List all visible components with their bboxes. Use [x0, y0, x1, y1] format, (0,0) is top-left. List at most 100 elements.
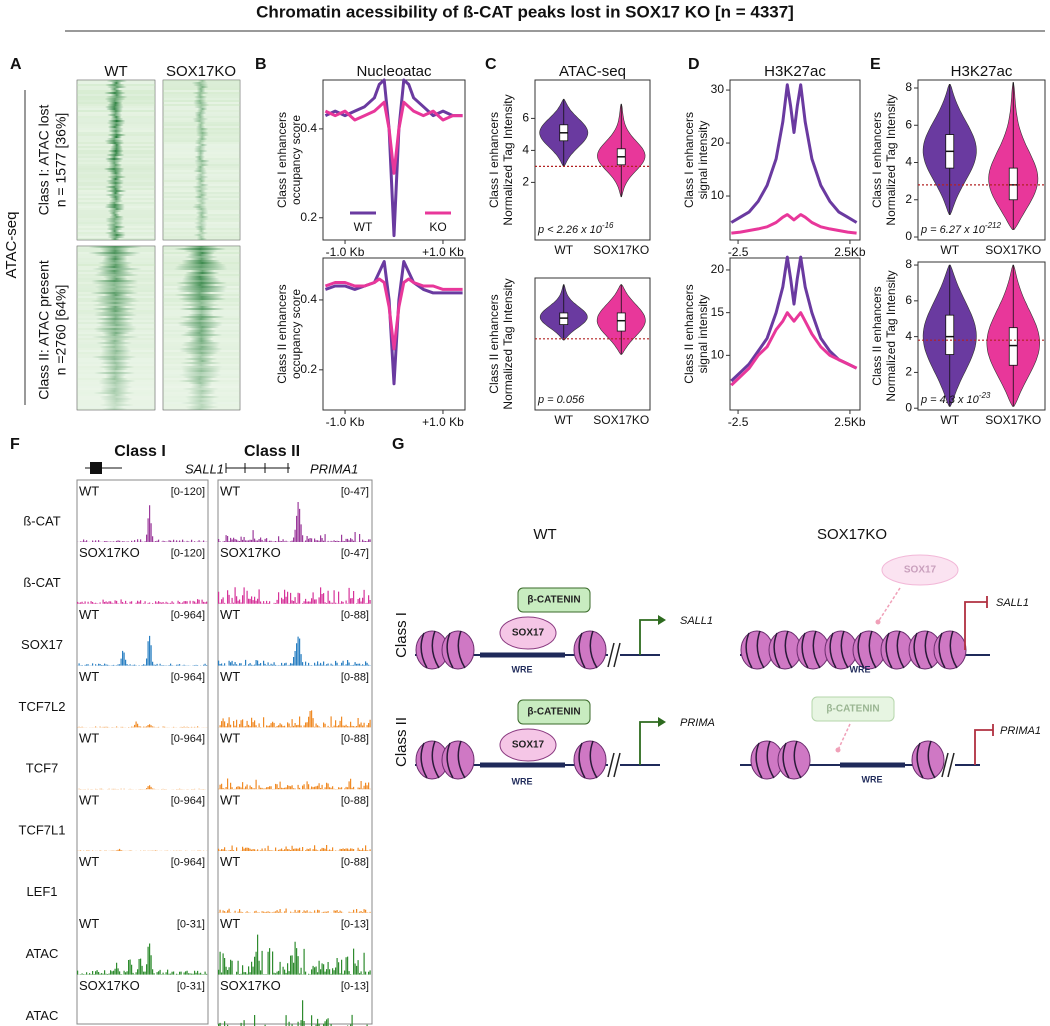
plot-frame	[534, 79, 651, 241]
heatmap-signal	[106, 154, 125, 156]
dna-wrap	[857, 630, 877, 669]
heatmap-signal	[101, 384, 130, 386]
heatmap-signal	[101, 320, 129, 322]
heatmap-signal	[109, 230, 120, 232]
panel-letter: A	[10, 56, 22, 73]
heatmap-signal	[95, 322, 133, 324]
panel-title: H3K27ac	[951, 63, 1013, 80]
heatmap-signal	[189, 336, 214, 338]
signal-track	[218, 908, 372, 913]
heatmap-signal	[179, 308, 225, 310]
heatmap-signal	[181, 300, 218, 302]
y-tick-label: 10	[711, 188, 725, 202]
plot-frame	[917, 79, 1046, 241]
heatmap-signal	[105, 158, 124, 160]
heatmap-signal	[186, 408, 214, 410]
heatmap-signal	[191, 82, 208, 84]
heatmap-signal	[189, 328, 213, 330]
heatmap-signal	[194, 190, 206, 192]
heatmap-signal	[197, 236, 206, 238]
heatmap-signal	[103, 256, 128, 258]
heatmap-signal	[194, 156, 205, 158]
y-tick-label: 4	[905, 329, 912, 343]
heatmap-signal	[94, 312, 135, 314]
assay-label: ATAC-seq	[3, 212, 20, 279]
range-label: [0-31]	[177, 919, 205, 931]
heatmap-signal	[191, 384, 212, 386]
range-label: [0-120]	[171, 548, 205, 560]
heatmap-signal	[194, 142, 205, 144]
heatmap-signal	[193, 148, 206, 150]
heatmap-signal	[195, 140, 207, 142]
x-tick-label: SOX17KO	[985, 243, 1041, 257]
heatmap-signal	[173, 268, 228, 270]
heatmap-signal	[190, 338, 212, 340]
dna-wrap	[885, 630, 905, 669]
heatmap-signal	[197, 202, 207, 204]
heatmap-signal	[101, 332, 131, 334]
heatmap-signal	[105, 406, 124, 408]
range-label: [0-964]	[171, 795, 205, 807]
heatmap-signal	[182, 388, 219, 390]
heatmap-signal	[177, 264, 226, 266]
track-name: TCF7	[26, 761, 59, 776]
heatmap-signal	[88, 252, 141, 254]
y-tick-label: 0.2	[300, 362, 317, 376]
heatmap-signal	[195, 98, 207, 100]
activation-arrow	[639, 619, 660, 655]
column-label: SOX17KO	[817, 526, 887, 543]
heatmap-signal	[178, 298, 226, 300]
heatmap-signal	[103, 334, 126, 336]
heatmap-signal	[108, 202, 121, 204]
heatmap-signal	[94, 372, 135, 374]
heatmap-signal	[195, 164, 209, 166]
heatmap-signal	[190, 386, 211, 388]
range-label: [0-31]	[177, 980, 205, 992]
heatmap-signal	[177, 290, 226, 292]
heatmap-signal	[187, 292, 212, 294]
heatmap-signal	[181, 344, 220, 346]
heatmap-signal	[101, 408, 128, 410]
track-name: LEF1	[26, 884, 57, 899]
heatmap-signal	[100, 348, 130, 350]
heatmap-signal	[110, 198, 122, 200]
heatmap-signal	[194, 162, 208, 164]
heatmap-signal	[100, 378, 128, 380]
heatmap-signal	[97, 284, 131, 286]
sample-label: SOX17KO	[79, 978, 140, 993]
heatmap-signal	[109, 88, 120, 90]
panel-title: H3K27ac	[764, 63, 826, 80]
track-frame	[217, 479, 373, 1025]
heatmap-signal	[187, 392, 216, 394]
heatmap-signal	[99, 404, 134, 406]
sample-label: WT	[220, 607, 240, 622]
heatmap-signal	[107, 236, 125, 238]
heatmap-signal	[181, 370, 221, 372]
heatmap-signal	[197, 144, 208, 146]
heatmap-signal	[102, 258, 128, 260]
heatmap-signal	[103, 276, 127, 278]
heatmap-signal	[108, 130, 124, 132]
arrow-head	[658, 615, 666, 625]
x-tick-label: -1.0 Kb	[326, 245, 365, 259]
heatmap-signal	[196, 86, 209, 88]
heatmap-signal	[95, 296, 133, 298]
heatmap-signal	[196, 232, 208, 234]
heatmap-signal	[109, 164, 123, 166]
heatmap-signal	[190, 312, 213, 314]
range-label: [0-47]	[341, 548, 369, 560]
heatmap-signal	[185, 346, 219, 348]
heatmap-signal	[108, 102, 123, 104]
heatmap-signal	[93, 314, 138, 316]
x-tick-label: +1.0 Kb	[422, 245, 464, 259]
heatmap-signal	[195, 212, 209, 214]
signal-track	[218, 845, 372, 851]
heatmap-signal	[194, 160, 210, 162]
heatmap-signal	[93, 274, 139, 276]
y-tick-label: 0	[905, 400, 912, 414]
dashed-arrow	[877, 587, 901, 623]
y-tick-label: 20	[711, 262, 725, 276]
heatmap-signal	[191, 360, 213, 362]
y-tick-label: 4	[522, 143, 529, 157]
heatmap-signal	[195, 116, 205, 118]
